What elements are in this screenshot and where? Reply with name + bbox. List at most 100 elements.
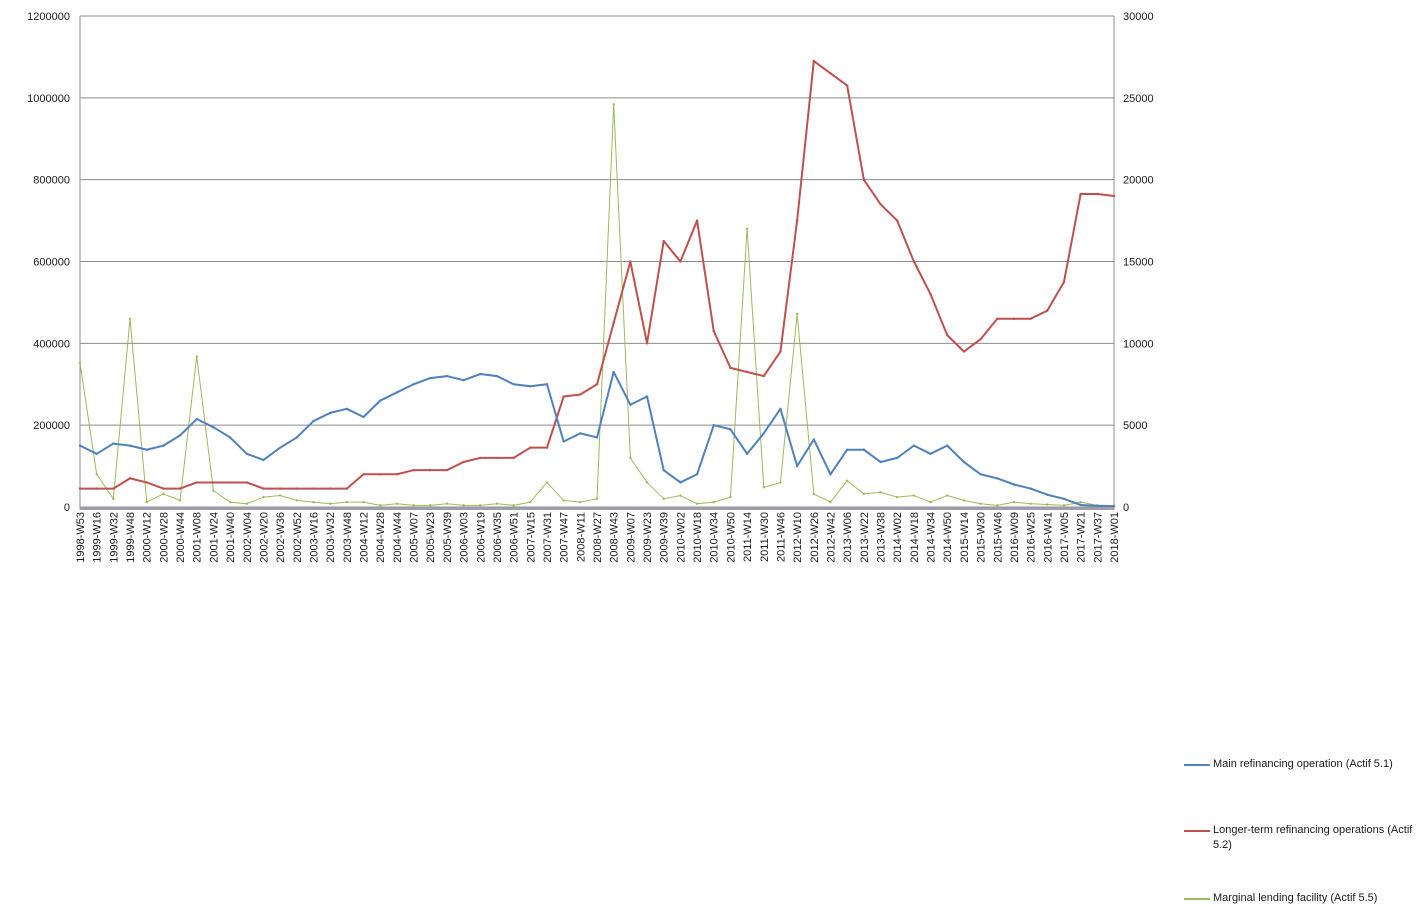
data-point [929, 500, 932, 504]
data-point [162, 444, 165, 447]
x-tick-label: 2011-W46 [775, 512, 787, 562]
data-point [112, 442, 115, 445]
data-point [612, 370, 615, 374]
data-point [95, 487, 98, 490]
x-tick-label: 2005-W39 [442, 512, 454, 563]
y-right-tick-label: 30000 [1123, 11, 1154, 23]
data-point [545, 446, 549, 449]
y-right-tick-label: 20000 [1123, 175, 1154, 187]
data-point [512, 456, 515, 460]
data-point [645, 481, 649, 484]
x-tick-label: 2017-W05 [1059, 512, 1071, 563]
data-point [1029, 502, 1032, 505]
data-point [429, 468, 432, 472]
data-point [195, 481, 198, 484]
data-point [512, 504, 515, 507]
x-tick-label: 2012-W26 [809, 512, 821, 563]
x-tick-label: 2006-W03 [459, 512, 471, 563]
data-point [378, 504, 382, 507]
data-point [662, 239, 665, 243]
x-tick-label: 2002-W36 [275, 512, 287, 563]
y-right-tick-label: 5000 [1123, 420, 1147, 432]
data-point [378, 473, 382, 476]
data-point [145, 481, 148, 484]
data-point [1046, 503, 1049, 506]
data-point [745, 370, 749, 374]
data-point [412, 468, 415, 472]
data-point [1112, 504, 1116, 508]
x-tick-label: 2012-W10 [792, 512, 804, 563]
data-point [245, 481, 248, 484]
x-tick-label: 2009-W39 [659, 512, 671, 563]
data-point [779, 350, 782, 353]
data-point [395, 391, 399, 394]
data-point [629, 456, 632, 460]
data-point [979, 473, 982, 476]
x-tick-label: 2002-W52 [292, 512, 304, 563]
x-tick-label: 2013-W06 [842, 512, 854, 563]
x-tick-label: 2014-W02 [892, 512, 904, 563]
data-point [445, 374, 449, 378]
data-point [362, 500, 365, 504]
data-point [845, 448, 849, 451]
data-point [495, 456, 499, 460]
data-point [228, 500, 232, 504]
data-point [946, 444, 949, 447]
data-point [862, 448, 866, 451]
data-point [1012, 483, 1016, 486]
data-point [112, 497, 115, 501]
data-point [812, 438, 816, 441]
x-tick-label: 2008-W11 [575, 512, 587, 562]
data-point [679, 494, 682, 497]
data-point [1029, 487, 1032, 490]
data-point [328, 502, 332, 505]
data-point [645, 395, 649, 398]
x-tick-label: 2012-W42 [825, 512, 837, 563]
data-point [946, 333, 949, 337]
data-point [979, 502, 982, 505]
data-point [579, 432, 582, 435]
data-point [1079, 500, 1082, 504]
data-point [479, 372, 482, 376]
data-point [479, 456, 482, 460]
y-left-tick-label: 400000 [33, 338, 70, 350]
data-point [912, 444, 916, 447]
data-point [1046, 493, 1049, 496]
data-point [512, 383, 515, 386]
data-point [328, 487, 332, 490]
data-point [345, 487, 349, 490]
chart-background [0, 0, 1424, 584]
y-left-tick-label: 200000 [33, 420, 70, 432]
x-tick-label: 2008-W27 [592, 512, 604, 563]
data-point [962, 499, 966, 502]
x-tick-label: 2014-W50 [942, 512, 954, 563]
data-point [729, 495, 732, 499]
data-point [228, 436, 232, 439]
data-point [762, 432, 765, 435]
x-tick-label: 2005-W07 [409, 512, 421, 563]
data-point [595, 436, 599, 439]
data-point [895, 456, 899, 460]
data-point [295, 487, 299, 490]
x-tick-label: 2011-W14 [742, 512, 754, 562]
legend-label: Marginal lending facility (Actif 5.5) [1213, 892, 1378, 904]
data-point [178, 434, 182, 437]
data-point [312, 487, 315, 490]
data-point [262, 487, 265, 490]
x-tick-label: 2003-W48 [342, 512, 354, 563]
x-tick-label: 2000-W44 [175, 512, 187, 563]
data-point [595, 383, 599, 386]
data-point [462, 504, 465, 507]
data-point [412, 383, 415, 386]
x-tick-label: 2017-W21 [1076, 512, 1088, 563]
series-lines [78, 59, 1116, 508]
data-point [479, 504, 482, 507]
x-tick-label: 2006-W35 [492, 512, 504, 563]
data-point [862, 178, 866, 181]
data-point [795, 219, 799, 222]
data-point [312, 500, 315, 504]
data-point [729, 366, 732, 370]
data-point [895, 219, 899, 222]
x-tick-label: 2016-W09 [1009, 512, 1021, 563]
x-tick-label: 2008-W43 [609, 512, 621, 563]
